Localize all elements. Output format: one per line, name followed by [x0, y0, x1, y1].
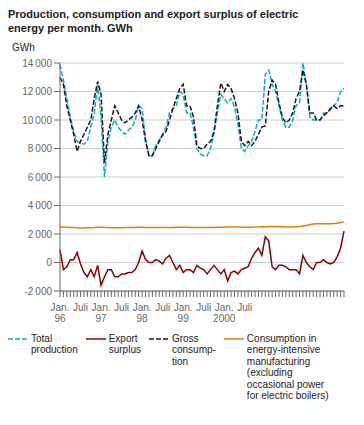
svg-text:Jan.2000: Jan.2000 [213, 302, 236, 324]
svg-text:12 000: 12 000 [22, 86, 52, 97]
svg-text:Jan.97: Jan.97 [92, 302, 111, 324]
svg-text:Juli: Juli [73, 302, 88, 313]
svg-text:8 000: 8 000 [28, 143, 53, 154]
html-text:Consumption in energy-intensiv: Consumption in energy-intensive manufact… [246, 332, 329, 401]
html-text:Production, consumption and ex: Production, consumption and export surpl… [8, 8, 299, 34]
svg-text:-2 000: -2 000 [24, 285, 52, 296]
html-text:Gross consump- tion: Gross consump- tion [172, 332, 216, 367]
html-text:GWh: GWh [12, 41, 35, 53]
svg-text:14 000: 14 000 [22, 57, 52, 68]
svg-text:0: 0 [46, 257, 52, 268]
svg-text:Jan.96: Jan.96 [51, 302, 70, 324]
svg-text:6 000: 6 000 [28, 171, 53, 182]
svg-text:Juli: Juli [114, 302, 129, 313]
html-text:Export surplus: Export surplus [108, 332, 141, 355]
svg-text:Juli: Juli [196, 302, 211, 313]
svg-text:Juli: Juli [155, 302, 170, 313]
svg-text:10 000: 10 000 [22, 114, 52, 125]
svg-text:2 000: 2 000 [28, 228, 53, 239]
svg-text:Juli: Juli [237, 302, 252, 313]
svg-text:Jan.99: Jan.99 [174, 302, 193, 324]
html-text:Total production: Total production [31, 332, 78, 355]
svg-text:Jan.98: Jan.98 [133, 302, 152, 324]
svg-text:4 000: 4 000 [28, 200, 53, 211]
